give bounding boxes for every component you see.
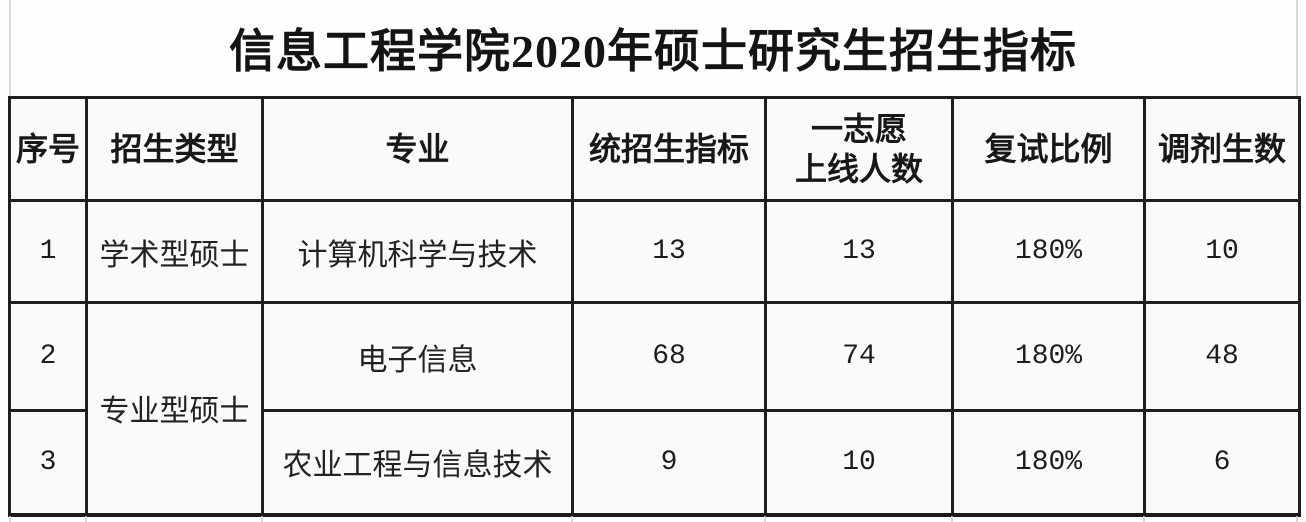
cell-major: 计算机科学与技术 (261, 199, 574, 304)
header-cell-major: 专业 (261, 96, 574, 202)
column-line-stub (571, 516, 573, 522)
table-row: 2 专业型硕士 电子信息 68 74 180% 48 (8, 301, 1301, 516)
cell-quota: 9 (571, 409, 767, 516)
header-cell-type: 招生类型 (85, 96, 264, 202)
header-cell-index: 序号 (8, 96, 88, 202)
cell-first-choice: 10 (764, 409, 954, 516)
cell-first-choice: 13 (764, 199, 954, 304)
table-row: 1 学术型硕士 计算机科学与技术 13 13 180% 10 (8, 199, 1301, 304)
cell-major: 电子信息 (261, 301, 574, 412)
cell-major: 农业工程与信息技术 (261, 409, 574, 516)
header-cell-ratio: 复试比例 (951, 96, 1146, 202)
cell-index: 3 (8, 409, 88, 516)
cell-quota: 68 (571, 301, 767, 412)
header-cell-transfer: 调剂生数 (1143, 96, 1301, 202)
header-row: 序号 招生类型 专业 统招生指标 一志愿 上线人数 复试比例 调剂生数 (8, 96, 1301, 202)
cell-transfer: 10 (1143, 199, 1301, 304)
cell-type-merged: 专业型硕士 (85, 301, 264, 516)
header-cell-quota: 统招生指标 (571, 96, 767, 202)
cell-transfer: 6 (1143, 409, 1301, 516)
cell-ratio: 180% (951, 301, 1146, 412)
column-line-stub (764, 516, 766, 522)
cell-ratio: 180% (951, 409, 1146, 516)
cell-type: 学术型硕士 (85, 199, 264, 304)
cell-ratio: 180% (951, 199, 1146, 304)
admissions-table: 序号 招生类型 专业 统招生指标 一志愿 上线人数 复试比例 调剂生数 1 学术… (8, 96, 1301, 517)
cell-transfer: 48 (1143, 301, 1301, 412)
column-line-stub (9, 516, 11, 522)
column-line-stub (261, 516, 263, 522)
column-line-stub (951, 516, 953, 522)
header-cell-first-choice: 一志愿 上线人数 (764, 96, 954, 202)
cell-index: 1 (8, 199, 88, 304)
column-line-stub (1296, 516, 1298, 522)
table-row: 3 农业工程与信息技术 9 10 180% 6 (8, 409, 1301, 516)
cell-first-choice: 74 (764, 301, 954, 412)
left-guide-line (9, 0, 11, 96)
cell-quota: 13 (571, 199, 767, 304)
title-band: 信息工程学院2020年硕士研究生招生指标 (0, 0, 1306, 96)
page-title: 信息工程学院2020年硕士研究生招生指标 (229, 26, 1077, 77)
right-guide-line (1296, 0, 1298, 96)
column-line-stub (85, 516, 87, 522)
cell-index: 2 (8, 301, 88, 412)
column-line-stub (1143, 516, 1145, 522)
